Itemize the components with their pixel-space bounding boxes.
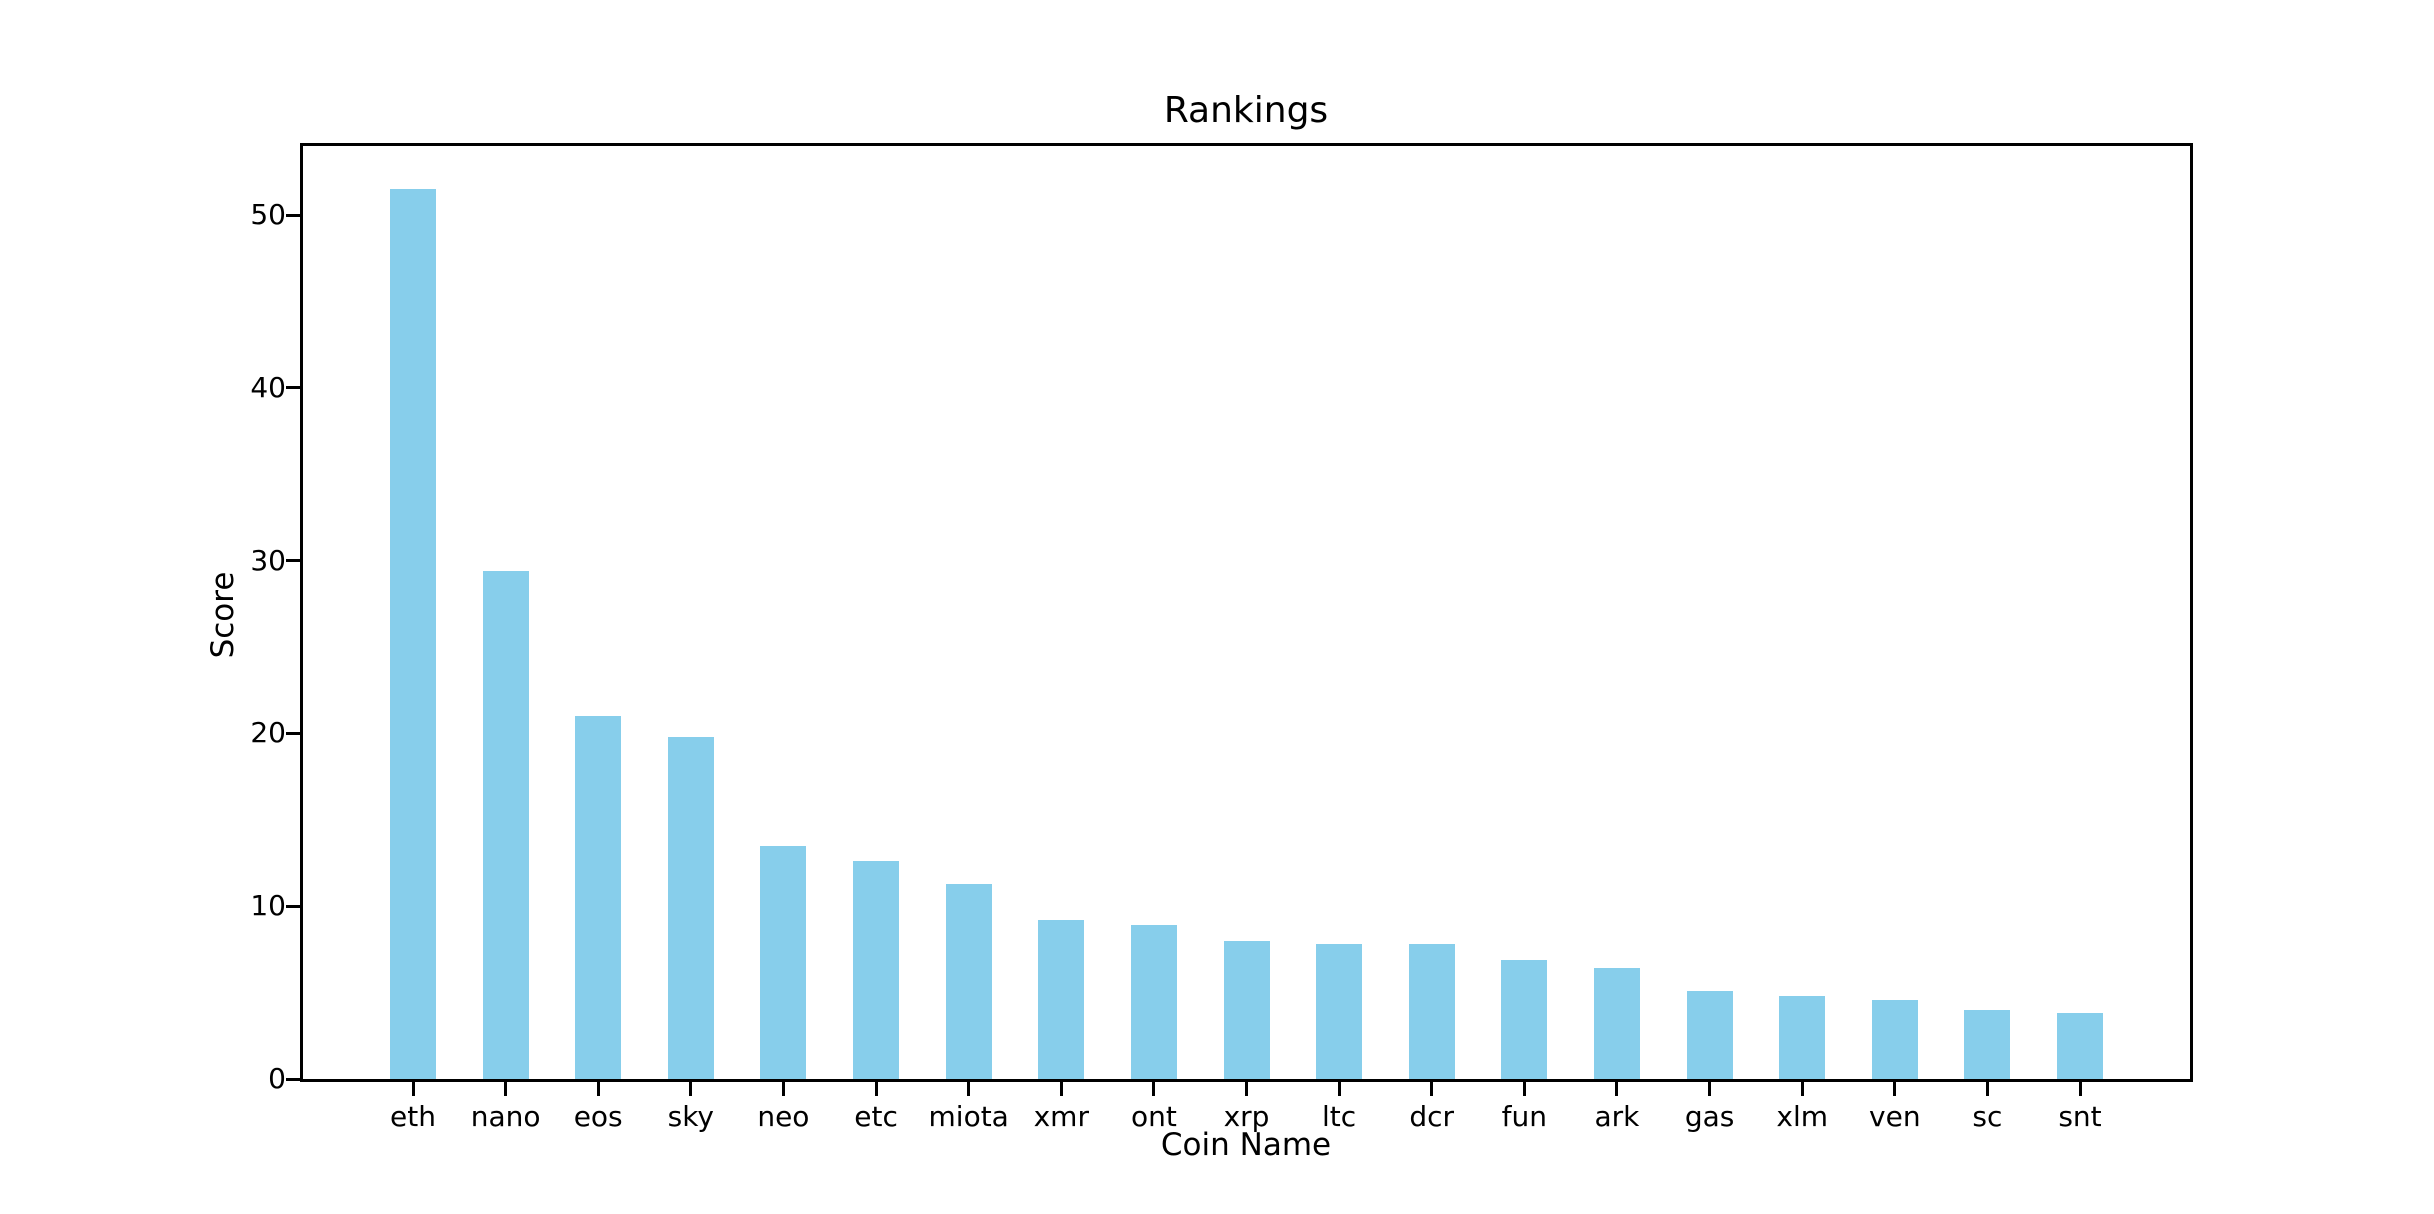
x-tick-label-etc: etc <box>854 1100 898 1133</box>
x-tick-mark-nano <box>504 1082 508 1096</box>
y-tick-mark-10 <box>286 904 300 908</box>
y-tick-mark-50 <box>286 213 300 217</box>
y-tick-label-40: 40 <box>250 370 286 404</box>
x-tick-mark-ont <box>1152 1082 1156 1096</box>
x-tick-mark-miota <box>967 1082 971 1096</box>
x-axis-label: Coin Name <box>1160 1127 1332 1163</box>
x-tick-mark-gas <box>1708 1082 1712 1096</box>
x-tick-label-gas: gas <box>1684 1100 1735 1133</box>
bar-etc <box>853 861 900 1079</box>
bar-snt <box>2057 1013 2103 1079</box>
bar-miota <box>945 883 992 1079</box>
x-tick-mark-ark <box>1615 1082 1619 1096</box>
x-tick-mark-sky <box>689 1082 693 1096</box>
x-tick-label-xrp: xrp <box>1223 1100 1270 1133</box>
bar-neo <box>760 845 807 1079</box>
bar-ltc <box>1316 944 1363 1079</box>
bar-xrp <box>1223 940 1270 1079</box>
plot-area <box>300 143 2193 1082</box>
x-tick-label-dcr: dcr <box>1409 1100 1455 1133</box>
x-tick-label-ark: ark <box>1594 1100 1640 1133</box>
x-tick-label-fun: fun <box>1501 1100 1547 1133</box>
x-tick-mark-xmr <box>1059 1082 1063 1096</box>
x-tick-label-eos: eos <box>573 1100 623 1133</box>
y-tick-label-30: 30 <box>250 543 286 577</box>
x-tick-label-ltc: ltc <box>1322 1100 1357 1133</box>
chart-title: Rankings <box>1163 90 1329 131</box>
x-tick-label-xmr: xmr <box>1033 1100 1089 1133</box>
y-tick-label-50: 50 <box>250 198 286 232</box>
x-tick-label-xlm: xlm <box>1776 1100 1828 1133</box>
x-tick-mark-snt <box>2078 1082 2082 1096</box>
x-tick-label-ont: ont <box>1130 1100 1177 1133</box>
x-tick-mark-sc <box>1985 1082 1989 1096</box>
y-tick-mark-30 <box>286 559 300 563</box>
bar-ven <box>1871 999 1918 1079</box>
y-tick-label-10: 10 <box>250 889 286 923</box>
bar-sky <box>667 736 714 1079</box>
y-tick-mark-20 <box>286 731 300 735</box>
x-tick-label-neo: neo <box>757 1100 810 1133</box>
x-tick-mark-ven <box>1893 1082 1897 1096</box>
bar-ont <box>1130 925 1177 1079</box>
bar-eth <box>390 189 436 1079</box>
y-tick-label-0: 0 <box>268 1062 286 1095</box>
x-tick-mark-fun <box>1522 1082 1526 1096</box>
x-tick-mark-eth <box>411 1082 415 1096</box>
x-tick-mark-xrp <box>1245 1082 1248 1096</box>
x-tick-label-eth: eth <box>390 1100 436 1133</box>
x-tick-mark-dcr <box>1430 1082 1434 1096</box>
x-tick-label-miota: miota <box>928 1100 1009 1133</box>
y-tick-mark-0 <box>286 1077 300 1081</box>
y-tick-label-20: 20 <box>250 716 286 750</box>
bar-sc <box>1964 1009 2011 1079</box>
x-tick-mark-eos <box>596 1082 600 1096</box>
bar-gas <box>1686 990 1733 1079</box>
bar-xmr <box>1038 920 1085 1079</box>
x-tick-mark-etc <box>874 1082 878 1096</box>
x-tick-mark-xlm <box>1800 1082 1804 1096</box>
bar-ark <box>1593 968 1640 1079</box>
x-tick-label-sc: sc <box>1972 1100 2003 1133</box>
x-tick-label-nano: nano <box>470 1100 541 1133</box>
bar-dcr <box>1408 944 1455 1079</box>
x-tick-mark-neo <box>781 1082 785 1096</box>
bar-eos <box>575 716 622 1079</box>
bar-fun <box>1501 959 1548 1079</box>
bar-xlm <box>1779 996 1826 1079</box>
x-tick-mark-ltc <box>1337 1082 1341 1096</box>
y-tick-mark-40 <box>286 386 300 390</box>
x-tick-label-sky: sky <box>667 1100 714 1133</box>
x-tick-label-ven: ven <box>1869 1100 1921 1133</box>
bar-nano <box>482 571 529 1079</box>
x-tick-label-snt: snt <box>2058 1100 2102 1133</box>
